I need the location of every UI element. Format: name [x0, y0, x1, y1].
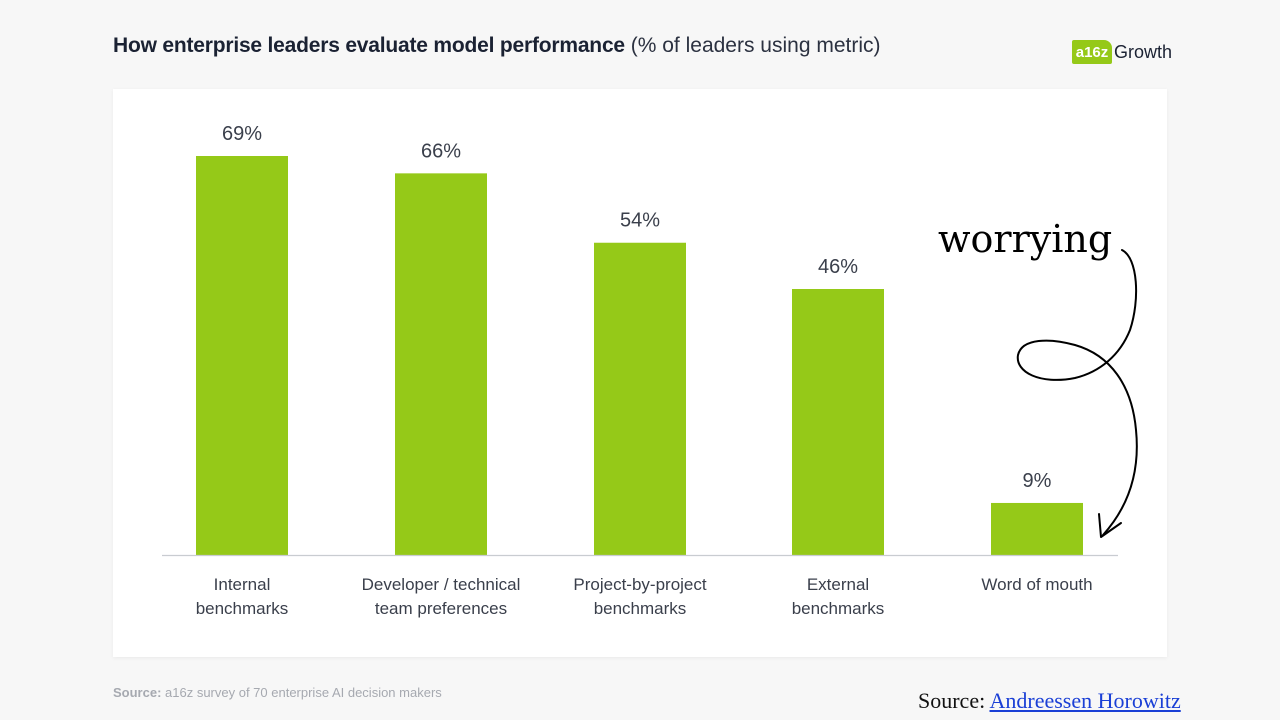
- bar-value-label-0: 69%: [222, 123, 262, 145]
- bar-1: [395, 173, 487, 555]
- logo-mark: a16z: [1072, 40, 1112, 64]
- source-note-text: a16z survey of 70 enterprise AI decision…: [161, 685, 442, 700]
- source-note-label: Source:: [113, 685, 162, 700]
- bar-value-label-4: 9%: [1023, 470, 1052, 492]
- category-label-3-line-1: benchmarks: [792, 599, 885, 618]
- a16z-growth-logo: a16z Growth: [1072, 40, 1172, 64]
- annotation-arrow: [1016, 249, 1138, 536]
- bar-0: [196, 156, 288, 555]
- annotation-group: worrying: [938, 217, 1138, 538]
- source-credit: Source: Andreessen Horowitz: [918, 688, 1181, 714]
- bars-group: [196, 156, 1083, 555]
- chart-title-subtitle: (% of leaders using metric): [630, 34, 881, 57]
- source-note: Source: a16z survey of 70 enterprise AI …: [113, 685, 442, 700]
- source-credit-link[interactable]: Andreessen Horowitz: [989, 688, 1181, 713]
- chart-title-main: How enterprise leaders evaluate model pe…: [113, 34, 625, 57]
- category-label-3-line-0: External: [807, 575, 869, 594]
- category-label-2-line-1: benchmarks: [594, 599, 687, 618]
- category-label-1-line-0: Developer / technical: [362, 575, 521, 594]
- annotation-text: worrying: [938, 217, 1112, 261]
- bar-value-label-1: 66%: [421, 140, 461, 162]
- bar-value-label-3: 46%: [818, 256, 858, 278]
- bar-4: [991, 502, 1083, 555]
- bar-2: [594, 242, 686, 555]
- chart-title: How enterprise leaders evaluate model pe…: [113, 34, 881, 58]
- source-credit-label: Source:: [918, 688, 990, 713]
- annotation-arrow-head: [1098, 513, 1122, 538]
- logo-text: Growth: [1114, 41, 1173, 62]
- category-labels-group: Internal benchmarks Developer / technical t…: [196, 575, 1093, 618]
- category-label-1-line-1: team preferences: [375, 599, 507, 618]
- category-label-2-line-0: Project-by-project: [573, 575, 706, 594]
- category-label-4-line-0: Word of mouth: [981, 575, 1092, 594]
- value-labels-group: 69% 66% 54% 46% 9%: [222, 123, 1052, 492]
- category-label-0-line-1: benchmarks: [196, 599, 289, 618]
- category-label-0-line-0: Internal: [214, 575, 271, 594]
- bar-3: [792, 289, 884, 555]
- bar-value-label-2: 54%: [620, 210, 660, 232]
